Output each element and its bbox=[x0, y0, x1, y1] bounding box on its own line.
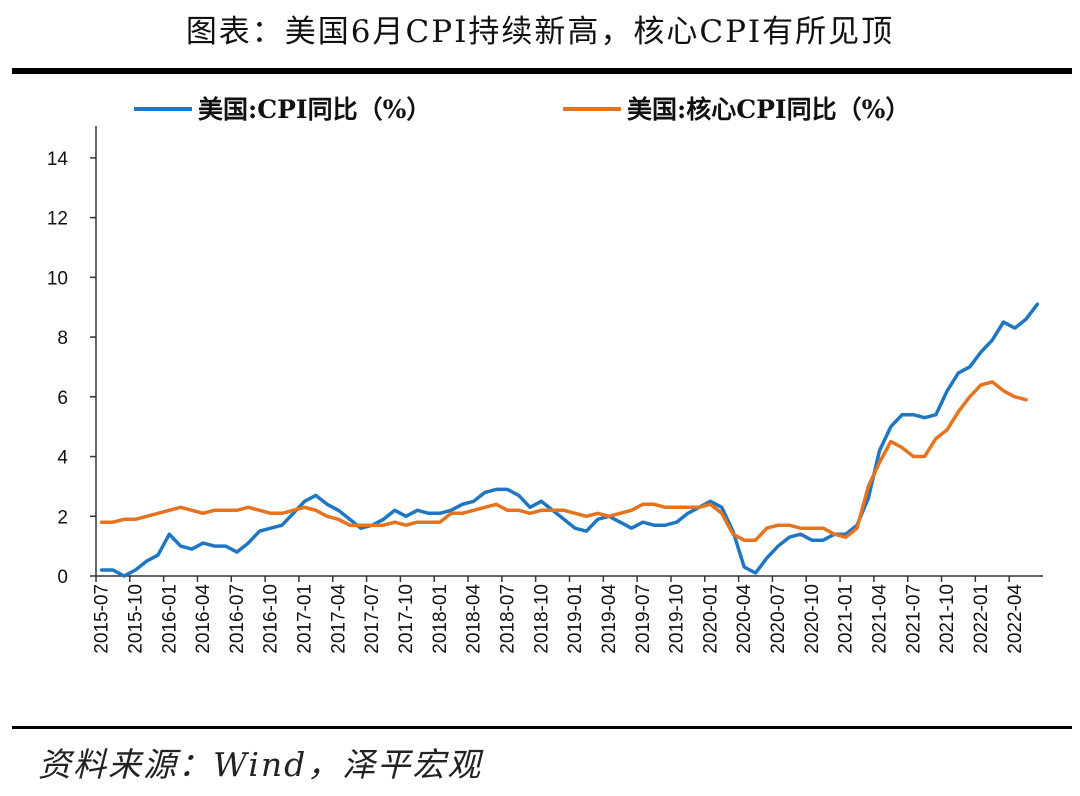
series-line-2 bbox=[99, 380, 1028, 542]
x-tick-label: 2019-04 bbox=[599, 584, 620, 654]
x-tick-label: 2018-07 bbox=[497, 584, 518, 654]
y-tick-label: 10 bbox=[47, 268, 68, 289]
x-tick-label: 2018-10 bbox=[531, 584, 552, 654]
x-tick-label: 2021-07 bbox=[903, 584, 924, 654]
y-tick-label: 4 bbox=[57, 448, 68, 469]
x-tick-label: 2015-07 bbox=[92, 584, 113, 654]
chart-title: 图表：美国6月CPI持续新高，核心CPI有所见顶 bbox=[185, 14, 895, 50]
y-tick-label: 2 bbox=[57, 507, 68, 528]
source-note: 资料来源：Wind，泽平宏观 bbox=[38, 745, 483, 784]
y-tick-label: 12 bbox=[47, 209, 68, 230]
x-tick-label: 2019-10 bbox=[667, 584, 688, 654]
x-tick-label: 2017-07 bbox=[362, 584, 383, 654]
y-tick-label: 8 bbox=[57, 328, 68, 349]
x-tick-label: 2020-01 bbox=[700, 584, 721, 654]
bottom-rule bbox=[12, 726, 1072, 729]
y-tick-label: 6 bbox=[57, 388, 68, 409]
x-tick-label: 2021-10 bbox=[937, 584, 958, 654]
x-tick-label: 2021-01 bbox=[836, 584, 857, 654]
x-tick-label: 2022-01 bbox=[971, 584, 992, 654]
top-rule bbox=[12, 68, 1072, 74]
series-line-1 bbox=[99, 302, 1040, 578]
legend-label-2: 美国:核心CPI同比（%） bbox=[627, 95, 910, 124]
x-tick-label: 2019-07 bbox=[633, 584, 654, 654]
x-tick-label: 2018-04 bbox=[464, 584, 485, 654]
x-tick-label: 2015-10 bbox=[125, 584, 146, 654]
x-tick-label: 2022-04 bbox=[1005, 584, 1026, 654]
x-tick-label: 2017-01 bbox=[295, 584, 316, 654]
x-tick-label: 2017-04 bbox=[328, 584, 349, 654]
x-tick-label: 2021-04 bbox=[870, 584, 891, 654]
x-tick-label: 2016-01 bbox=[159, 584, 180, 654]
x-tick-label: 2020-07 bbox=[768, 584, 789, 654]
x-tick-label: 2016-10 bbox=[261, 584, 282, 654]
legend-label-1: 美国:CPI同比（%） bbox=[198, 95, 431, 124]
x-tick-label: 2017-10 bbox=[396, 584, 417, 654]
x-tick-label: 2016-04 bbox=[193, 584, 214, 654]
y-tick-label: 0 bbox=[57, 567, 68, 588]
y-tick-label: 14 bbox=[47, 149, 69, 170]
x-tick-label: 2016-07 bbox=[227, 584, 248, 654]
x-tick-label: 2020-10 bbox=[802, 584, 823, 654]
x-tick-label: 2019-01 bbox=[565, 584, 586, 654]
x-tick-label: 2020-04 bbox=[734, 584, 755, 654]
x-tick-label: 2018-01 bbox=[430, 584, 451, 654]
